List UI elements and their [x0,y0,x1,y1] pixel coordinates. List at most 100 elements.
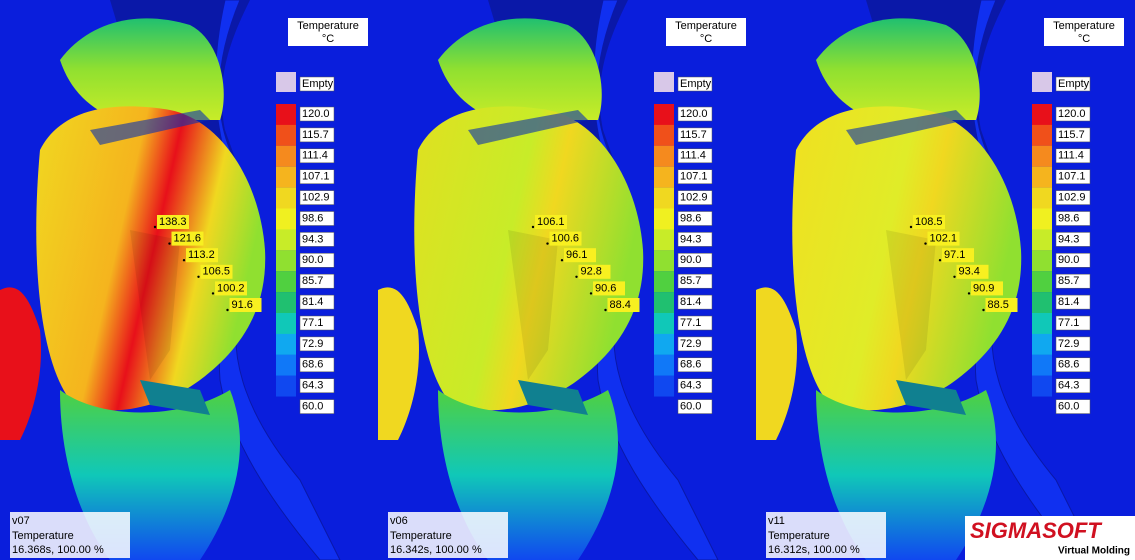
quantity: Temperature [12,530,74,542]
legend-unit: °C [322,33,334,45]
probe-point [197,276,199,278]
legend-label: Empty [1058,78,1090,90]
legend-swatch [276,334,296,355]
legend-label: 98.6 [1058,212,1079,224]
probe-label: 97.1 [944,249,965,261]
result-panel: Temperature°CEmpty120.0115.7111.4107.110… [756,0,1135,560]
legend-swatch [1032,250,1052,271]
legend-swatch [276,188,296,209]
probe-point [212,292,214,294]
legend-swatch [654,397,674,418]
legend-label: 115.7 [302,129,329,141]
probe-label: 91.6 [232,299,253,311]
legend-swatch [654,146,674,167]
legend-label: 111.4 [302,150,328,162]
legend-swatch [1032,146,1052,167]
legend-swatch [276,292,296,313]
legend-label: 94.3 [680,233,701,245]
result-panel: Temperature°CEmpty120.0115.7111.4107.110… [378,0,756,560]
legend-label: 107.1 [302,171,330,183]
legend-title: Temperature [675,20,737,32]
legend-swatch [276,72,296,92]
legend-swatch [1032,209,1052,230]
legend-swatch [654,104,674,125]
version: v07 [12,515,30,527]
legend-label: 60.0 [680,401,701,413]
probe-label: 92.8 [581,266,602,278]
legend-swatch [1032,397,1052,418]
legend-swatch [276,229,296,250]
quantity: Temperature [768,530,830,542]
legend-swatch [1032,376,1052,397]
probe-point [953,276,955,278]
legend-swatch [276,376,296,397]
probe-point [183,259,185,261]
legend-swatch [276,271,296,292]
probe-point [968,292,970,294]
probe-point [924,242,926,244]
probe-point [575,276,577,278]
legend-swatch [1032,72,1052,92]
legend-swatch [654,188,674,209]
probe-label: 93.4 [959,266,980,278]
legend-swatch [654,334,674,355]
legend-swatch [654,376,674,397]
legend-label: 64.3 [1058,380,1079,392]
legend-unit: °C [1078,33,1090,45]
probe-label: 96.1 [566,249,587,261]
legend-label: 77.1 [680,317,701,329]
legend-swatch [276,313,296,334]
legend-label: 64.3 [680,380,701,392]
version: v06 [390,515,408,527]
legend-swatch [654,355,674,376]
legend-label: 77.1 [302,317,323,329]
probe-point [154,226,156,228]
screenshot: Temperature°CEmpty120.0115.7111.4107.110… [0,0,1135,560]
legend-label: 111.4 [680,150,706,162]
legend-swatch [1032,229,1052,250]
legend-label: 64.3 [302,380,323,392]
probe-label: 102.1 [930,233,958,245]
legend-swatch [1032,167,1052,188]
legend-label: 98.6 [680,212,701,224]
legend-label: 107.1 [1058,171,1086,183]
legend-swatch [1032,125,1052,146]
time: 16.342s, 100.00 % [390,544,482,556]
legend-swatch [654,292,674,313]
probe-point [590,292,592,294]
probe-label: 106.5 [203,266,231,278]
legend-swatch [276,146,296,167]
legend-title: Temperature [297,20,359,32]
legend-label: 90.0 [302,254,323,266]
legend-swatch [276,250,296,271]
legend-label: Empty [302,78,334,90]
probe-label: 121.6 [174,233,202,245]
legend-label: 77.1 [1058,317,1079,329]
legend-swatch [654,72,674,92]
legend-label: 115.7 [680,129,707,141]
probe-label: 90.9 [973,282,994,294]
legend-label: 102.9 [680,192,708,204]
time: 16.312s, 100.00 % [768,544,860,556]
legend-swatch [1032,313,1052,334]
legend-label: 72.9 [302,338,323,350]
legend-swatch [276,104,296,125]
legend-swatch [654,250,674,271]
legend-label: 68.6 [1058,359,1079,371]
legend-label: 120.0 [680,108,708,120]
legend-label: 85.7 [680,275,701,287]
legend-swatch [1032,271,1052,292]
probe-point [226,309,228,311]
legend-label: 120.0 [1058,108,1086,120]
legend-label: 90.0 [680,254,701,266]
probe-point [546,242,548,244]
legend-swatch [654,125,674,146]
legend-label: 115.7 [1058,129,1085,141]
legend-swatch [654,313,674,334]
legend-label: 120.0 [302,108,330,120]
version: v11 [768,515,785,527]
probe-point [910,226,912,228]
probe-label: 100.2 [217,282,245,294]
probe-point [982,309,984,311]
legend-label: 81.4 [302,296,323,308]
